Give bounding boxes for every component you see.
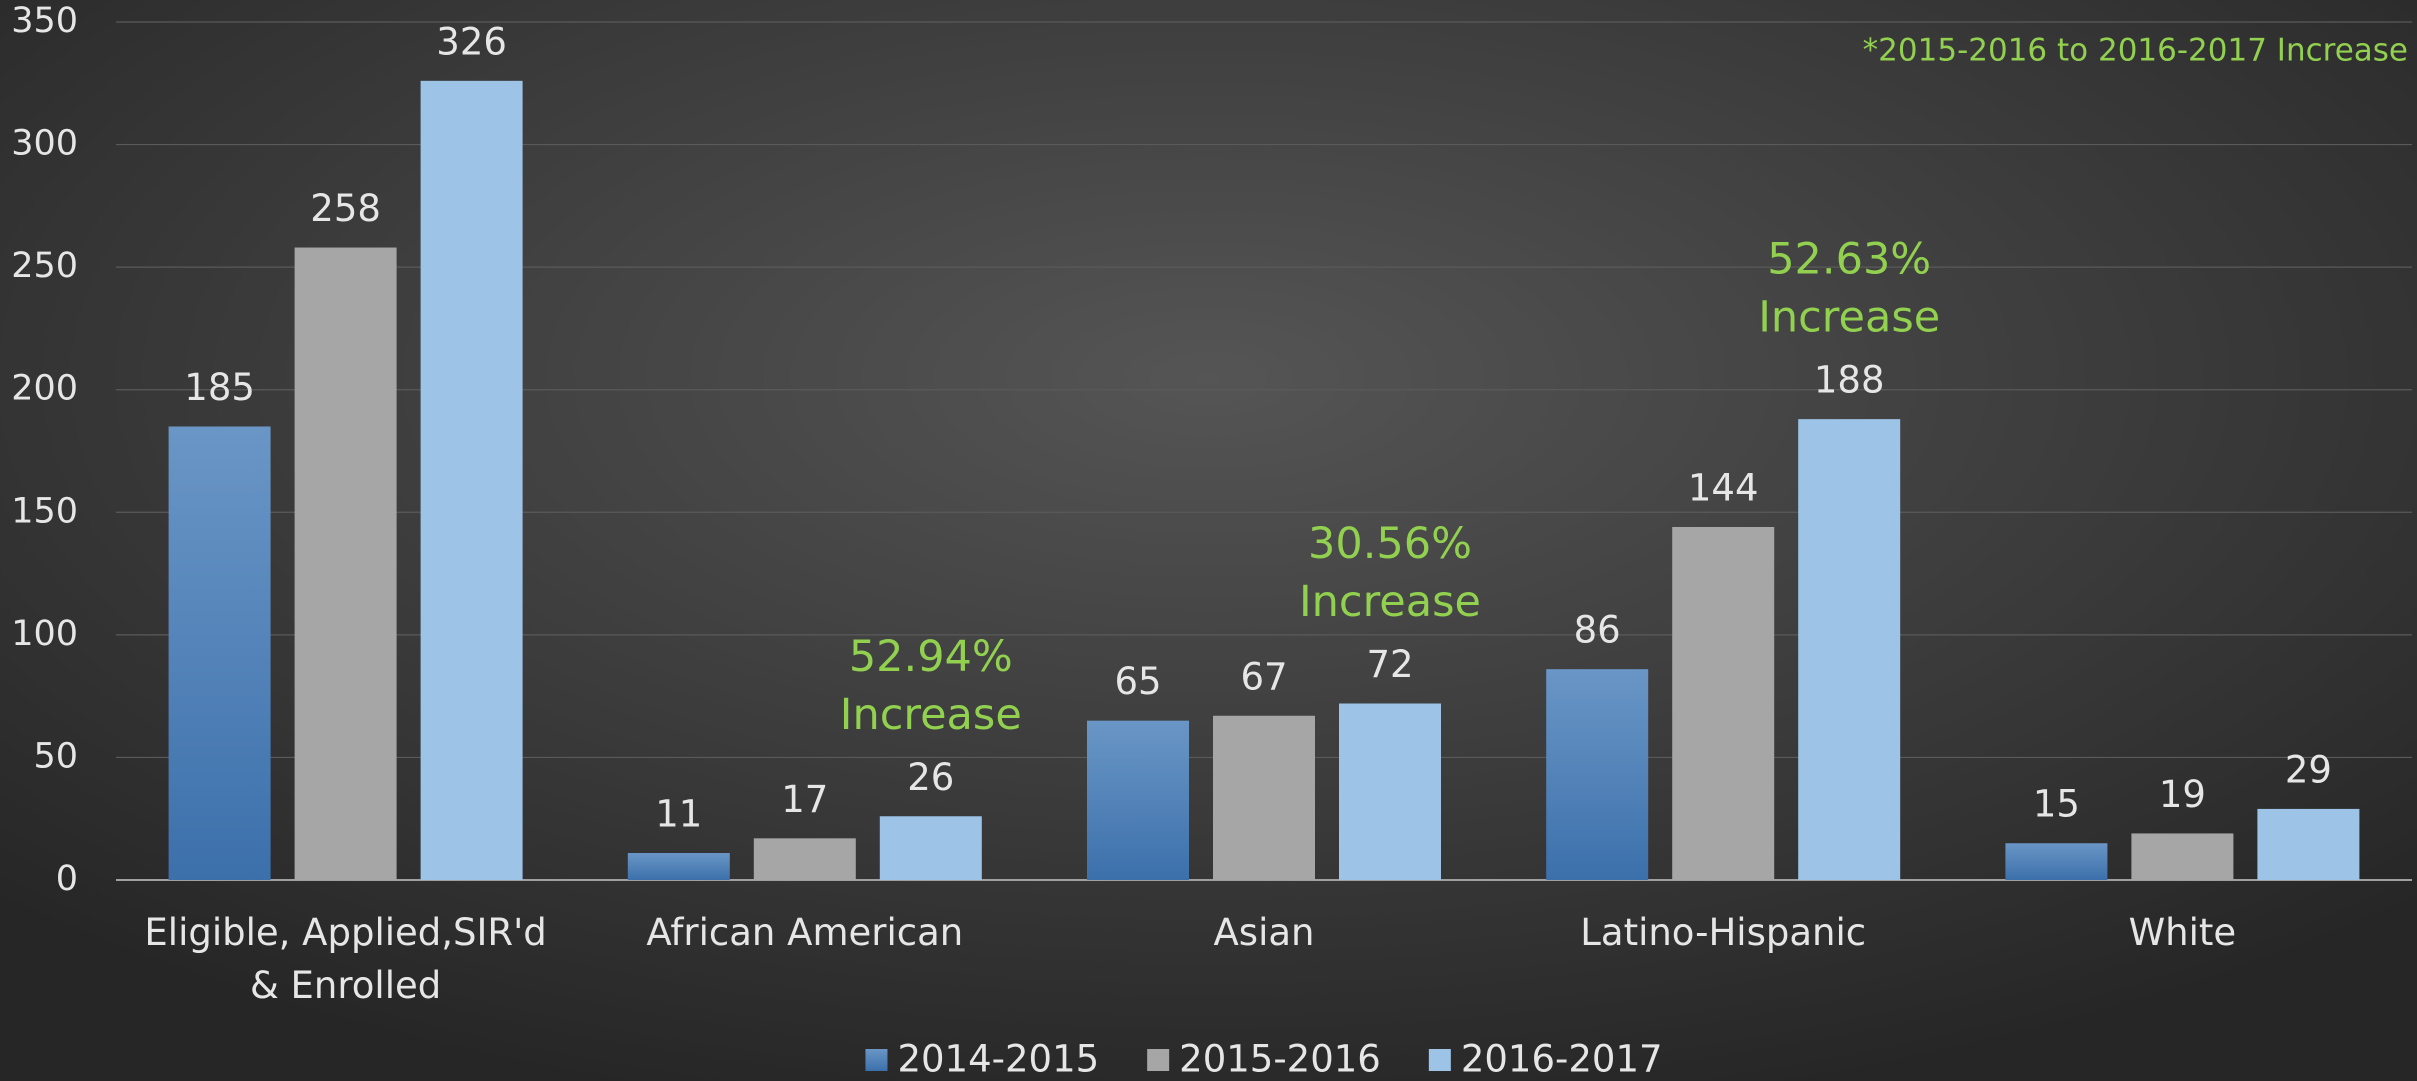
- bar: [1339, 703, 1441, 880]
- value-label: 258: [310, 187, 381, 230]
- bar: [420, 80, 523, 880]
- legend-swatch: [1147, 1049, 1170, 1071]
- bar: [1087, 720, 1189, 880]
- value-label: 326: [436, 20, 507, 63]
- value-label: 65: [1114, 660, 1161, 703]
- legend-label: 2014-2015: [897, 1038, 1099, 1081]
- bar: [1672, 526, 1775, 880]
- annotation: 52.94%: [849, 632, 1013, 682]
- annotation: Increase: [1299, 577, 1481, 627]
- y-tick-label: 150: [11, 491, 78, 531]
- annotation: 52.63%: [1767, 235, 1931, 285]
- annotation: Increase: [840, 690, 1022, 740]
- value-label: 11: [655, 793, 702, 836]
- value-label: 26: [907, 756, 954, 799]
- note: *2015-2016 to 2016-2017 Increase: [1863, 33, 2408, 69]
- bar: [879, 816, 982, 880]
- annotation: Increase: [381, 0, 563, 4]
- value-label: 72: [1366, 643, 1413, 686]
- bar: [2257, 808, 2360, 880]
- x-tick-label: Asian: [1214, 911, 1315, 954]
- y-tick-label: 300: [11, 124, 78, 164]
- x-tick-label: Latino-Hispanic: [1580, 911, 1866, 954]
- value-label: 185: [184, 366, 255, 409]
- y-tick-label: 250: [11, 246, 78, 286]
- bar: [294, 247, 397, 880]
- value-label: 144: [1688, 466, 1759, 509]
- x-tick-label: African American: [646, 911, 963, 954]
- annotation: Increase: [1758, 293, 1940, 343]
- legend-label: 2016-2017: [1461, 1038, 1663, 1081]
- annotation: 30.56%: [1308, 519, 1472, 569]
- value-label: 15: [2033, 783, 2080, 826]
- bar: [627, 853, 730, 880]
- x-tick-label: Eligible, Applied,SIR'd & Enrolled: [144, 911, 546, 1007]
- bar: [1213, 715, 1315, 880]
- bar: [753, 838, 856, 880]
- legend-swatch: [865, 1049, 888, 1071]
- value-label: 19: [2159, 773, 2206, 816]
- y-tick-label: 0: [56, 859, 78, 899]
- y-tick-label: 100: [11, 614, 78, 654]
- value-label: 67: [1240, 655, 1287, 698]
- legend-swatch: [1428, 1049, 1451, 1071]
- y-tick-label: 200: [11, 369, 78, 409]
- legend: 2014-2015 2015-2016 2016-2017: [865, 1038, 1663, 1081]
- bar: [1798, 419, 1901, 880]
- value-label: 29: [2285, 748, 2332, 791]
- value-label: 86: [1574, 609, 1621, 652]
- legend-label: 2015-2016: [1179, 1038, 1381, 1081]
- bar: [168, 426, 271, 880]
- bar: [1546, 669, 1649, 880]
- value-label: 17: [781, 778, 828, 821]
- y-tick-label: 50: [33, 736, 78, 776]
- x-tick-label: White: [2129, 911, 2237, 954]
- value-label: 188: [1814, 359, 1885, 402]
- y-tick-label: 350: [11, 1, 78, 41]
- bar: [2131, 833, 2234, 880]
- bar: [2005, 843, 2108, 880]
